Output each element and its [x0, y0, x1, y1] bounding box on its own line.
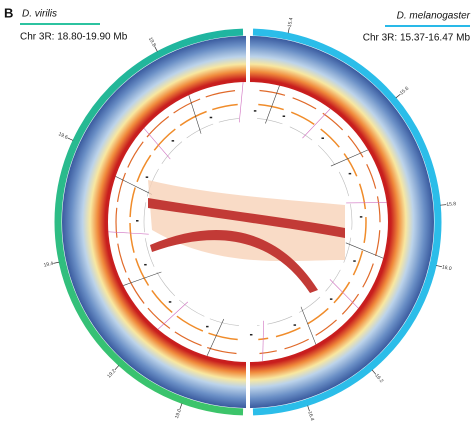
tick-mark: [287, 27, 290, 34]
left-arc: [54, 28, 244, 416]
feature-dot: [145, 176, 149, 178]
feature-dot: [293, 324, 297, 326]
feature-dot: [329, 298, 333, 300]
tick-label: 15.6: [399, 86, 410, 97]
feature-line: [330, 149, 369, 167]
tick-label: 16.4: [306, 411, 315, 422]
feature-dot: [171, 140, 175, 142]
feature-dot: [359, 216, 363, 218]
tick-mark: [371, 369, 377, 375]
tick-mark: [114, 365, 120, 371]
feature-dot: [168, 301, 172, 303]
right-region: Chr 3R: 15.37-16.47 Mb: [363, 33, 471, 44]
feature-dot: [136, 220, 139, 222]
feature-line: [345, 242, 384, 259]
tick-label: 19.4: [43, 261, 54, 269]
tick-label: 19.2: [106, 368, 117, 379]
feature-line: [238, 82, 244, 123]
tick-mark: [395, 93, 401, 99]
tick-mark: [307, 405, 310, 412]
track-arc: [115, 89, 237, 355]
feature-line: [262, 320, 264, 362]
feature-line: [123, 271, 162, 286]
tick-label: 19.8: [147, 36, 157, 48]
tick-mark: [53, 261, 60, 264]
feature-line: [329, 279, 359, 309]
feature-dot: [209, 116, 213, 119]
left-species: D. virilis: [22, 9, 57, 20]
feature-dot: [282, 115, 286, 117]
track-arc: [143, 118, 239, 326]
synteny-ribbon: [148, 198, 345, 238]
feature-dot: [249, 333, 253, 336]
divider-bottom: [246, 280, 250, 410]
tick-label: 15.8: [446, 201, 456, 208]
tick-label: 19.0: [174, 408, 183, 419]
right-species: D. melanogaster: [397, 11, 471, 22]
feature-line: [265, 85, 280, 124]
tick-mark: [435, 265, 442, 268]
right-arc: [252, 28, 442, 416]
feature-line: [206, 318, 225, 357]
feature-line: [302, 108, 331, 139]
tick-mark: [440, 204, 447, 206]
tick-label: 19.6: [57, 131, 69, 141]
feature-dot: [144, 263, 147, 266]
panel-label: B: [4, 5, 13, 20]
circos-plot: 19.8 19.6 19.4 19.2 19.0 15.4 15.6 15.8 16.0 16.2…: [43, 17, 456, 422]
synteny-ribbon: [150, 230, 318, 293]
divider-top: [246, 20, 250, 170]
tick-mark: [154, 46, 158, 52]
tick-mark: [179, 403, 183, 410]
track-arc: [129, 103, 238, 341]
left-region: Chr 3R: 18.80-19.90 Mb: [20, 32, 128, 43]
tick-mark: [67, 137, 74, 141]
feature-dot: [348, 172, 352, 175]
feature-line: [143, 128, 171, 160]
track-arc: [259, 89, 381, 355]
tick-label: 16.2: [373, 373, 384, 384]
feature-dot: [253, 110, 257, 112]
feature-line: [300, 306, 317, 345]
feature-line: [115, 176, 153, 195]
feature-line: [157, 301, 189, 330]
feature-dot: [206, 325, 209, 328]
track-arc: [257, 118, 353, 326]
feature-line: [188, 95, 202, 134]
tick-label: 16.0: [441, 264, 452, 272]
feature-dot: [353, 260, 356, 262]
tick-label: 15.4: [287, 17, 295, 28]
feature-line: [108, 231, 149, 235]
feature-dot: [321, 137, 324, 139]
